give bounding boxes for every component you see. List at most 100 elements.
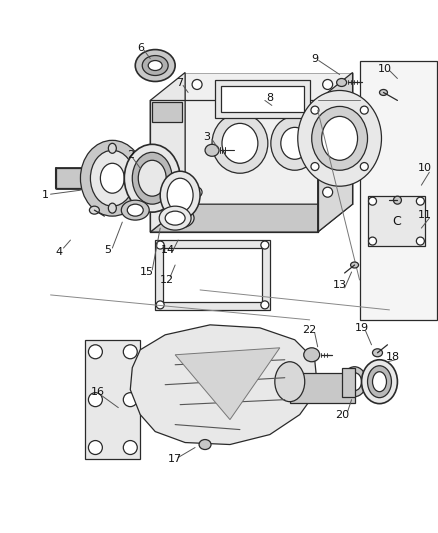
Ellipse shape <box>322 187 332 197</box>
Ellipse shape <box>260 241 268 249</box>
Bar <box>155 240 269 310</box>
Ellipse shape <box>367 197 376 205</box>
Ellipse shape <box>367 237 376 245</box>
Text: 6: 6 <box>137 43 143 53</box>
Ellipse shape <box>311 107 367 170</box>
Ellipse shape <box>123 441 137 455</box>
Ellipse shape <box>123 393 137 407</box>
Bar <box>289 373 354 402</box>
Ellipse shape <box>212 114 267 173</box>
Ellipse shape <box>164 208 194 228</box>
Ellipse shape <box>222 123 257 163</box>
Ellipse shape <box>270 116 318 170</box>
Bar <box>215 80 309 118</box>
Ellipse shape <box>160 171 200 219</box>
Text: 2: 2 <box>127 150 134 160</box>
Ellipse shape <box>303 348 319 362</box>
Ellipse shape <box>415 197 424 205</box>
Ellipse shape <box>360 106 367 114</box>
Bar <box>359 61 436 320</box>
Ellipse shape <box>322 79 332 90</box>
Text: 16: 16 <box>90 386 104 397</box>
Ellipse shape <box>361 360 396 403</box>
Ellipse shape <box>392 196 400 204</box>
Text: 7: 7 <box>176 78 183 88</box>
Ellipse shape <box>297 91 381 186</box>
Ellipse shape <box>156 241 164 249</box>
Ellipse shape <box>310 163 318 171</box>
Text: 20: 20 <box>335 410 349 419</box>
Ellipse shape <box>108 143 116 154</box>
Ellipse shape <box>88 441 102 455</box>
Polygon shape <box>185 72 352 204</box>
Text: 13: 13 <box>332 280 346 290</box>
Ellipse shape <box>360 163 367 171</box>
Ellipse shape <box>192 187 201 197</box>
Ellipse shape <box>142 55 168 76</box>
Ellipse shape <box>342 367 366 397</box>
Text: 9: 9 <box>311 53 318 63</box>
Text: 18: 18 <box>385 352 399 362</box>
Bar <box>220 86 303 112</box>
Ellipse shape <box>274 362 304 402</box>
Polygon shape <box>150 204 352 232</box>
Text: 10: 10 <box>377 63 391 74</box>
Text: 12: 12 <box>160 275 174 285</box>
Ellipse shape <box>310 106 318 114</box>
Ellipse shape <box>127 204 143 216</box>
Text: 10: 10 <box>417 163 431 173</box>
Ellipse shape <box>260 301 268 309</box>
Ellipse shape <box>372 372 385 392</box>
Ellipse shape <box>135 50 175 82</box>
Bar <box>55 168 100 188</box>
Text: 22: 22 <box>302 325 316 335</box>
Ellipse shape <box>167 178 193 212</box>
Ellipse shape <box>165 211 185 225</box>
Bar <box>163 248 261 302</box>
Text: 4: 4 <box>55 247 62 257</box>
Ellipse shape <box>280 127 308 159</box>
Bar <box>341 368 354 397</box>
Ellipse shape <box>132 152 172 204</box>
Ellipse shape <box>205 144 219 156</box>
Ellipse shape <box>88 345 102 359</box>
Ellipse shape <box>156 301 164 309</box>
Ellipse shape <box>347 373 361 391</box>
Polygon shape <box>175 348 279 419</box>
Bar <box>152 102 182 123</box>
Ellipse shape <box>80 140 144 216</box>
Polygon shape <box>317 72 352 232</box>
Text: 1: 1 <box>42 190 49 200</box>
Ellipse shape <box>378 90 387 95</box>
Text: 14: 14 <box>161 245 175 255</box>
Text: 5: 5 <box>104 245 111 255</box>
Polygon shape <box>130 325 317 445</box>
Text: C: C <box>391 215 400 228</box>
Ellipse shape <box>198 440 211 449</box>
Ellipse shape <box>89 206 99 214</box>
Text: 17: 17 <box>168 455 182 464</box>
Ellipse shape <box>321 116 357 160</box>
Bar <box>85 340 140 459</box>
Ellipse shape <box>367 366 391 398</box>
Ellipse shape <box>88 393 102 407</box>
Ellipse shape <box>192 79 201 90</box>
Ellipse shape <box>336 78 346 86</box>
Text: 8: 8 <box>266 93 273 103</box>
Ellipse shape <box>350 262 358 268</box>
Text: 3: 3 <box>203 132 210 142</box>
Ellipse shape <box>372 349 381 357</box>
Ellipse shape <box>159 206 191 230</box>
Ellipse shape <box>138 160 166 196</box>
Polygon shape <box>150 72 185 232</box>
Text: 15: 15 <box>140 267 154 277</box>
Ellipse shape <box>90 150 134 206</box>
Ellipse shape <box>415 237 424 245</box>
Ellipse shape <box>121 200 149 220</box>
Text: 19: 19 <box>353 323 368 333</box>
Ellipse shape <box>108 203 116 213</box>
Bar <box>367 196 424 246</box>
Ellipse shape <box>123 345 137 359</box>
Ellipse shape <box>148 61 162 70</box>
Text: 11: 11 <box>417 210 431 220</box>
